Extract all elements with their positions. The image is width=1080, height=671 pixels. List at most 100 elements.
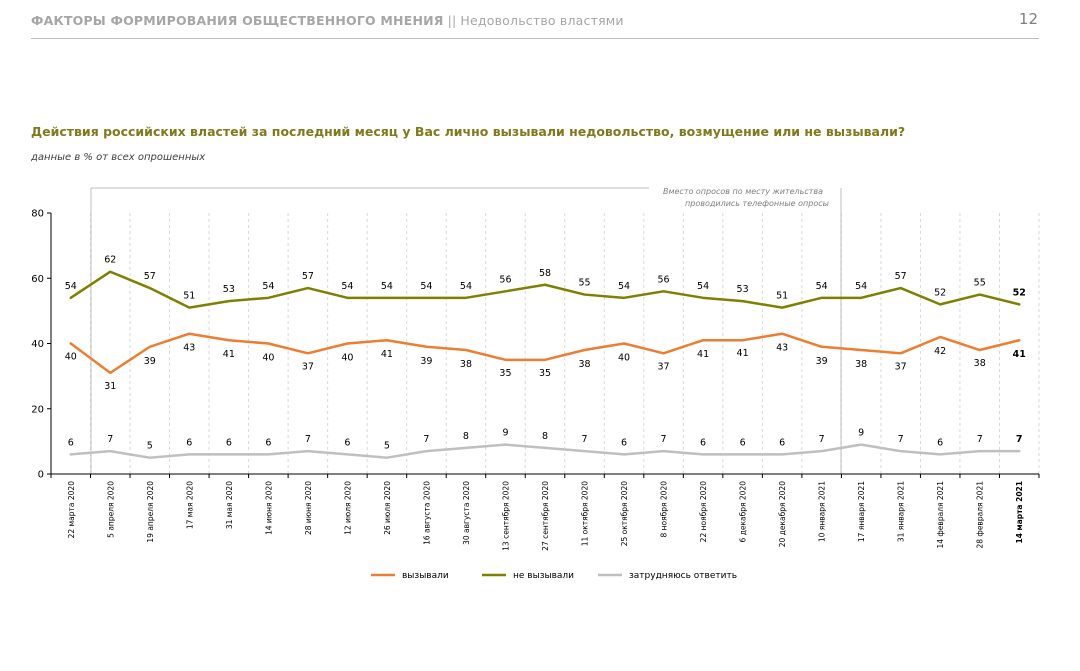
data-label-zatrudnyayus: 5 <box>147 441 153 452</box>
x-tick-label: 27 сентября 2020 <box>541 481 550 551</box>
y-tick-label: 0 <box>38 470 44 481</box>
data-label-zatrudnyayus: 8 <box>542 431 548 442</box>
data-label-ne-vyzyvali: 53 <box>737 284 749 295</box>
data-label-vyzyvali: 39 <box>420 356 432 367</box>
data-label-ne-vyzyvali: 54 <box>262 281 274 292</box>
data-label-ne-vyzyvali: 54 <box>341 281 353 292</box>
y-tick-label: 20 <box>31 404 44 415</box>
data-label-zatrudnyayus: 7 <box>1016 434 1023 445</box>
data-label-ne-vyzyvali: 54 <box>381 281 393 292</box>
data-label-vyzyvali: 43 <box>776 343 788 354</box>
question-title: Действия российских властей за последний… <box>31 124 906 139</box>
data-label-ne-vyzyvali: 57 <box>895 271 907 282</box>
x-tick-label: 13 сентября 2020 <box>501 481 510 551</box>
series-line-1 <box>69 332 1021 375</box>
data-label-ne-vyzyvali: 62 <box>104 255 116 266</box>
data-label-ne-vyzyvali: 54 <box>65 281 77 292</box>
data-label-zatrudnyayus: 7 <box>581 434 587 445</box>
page-header: ФАКТОРЫ ФОРМИРОВАНИЯ ОБЩЕСТВЕННОГО МНЕНИ… <box>31 13 624 28</box>
x-tick-label: 5 апреля 2020 <box>106 481 115 538</box>
page-number: 12 <box>1018 10 1038 28</box>
data-label-vyzyvali: 39 <box>144 356 156 367</box>
header-rule <box>31 38 1039 39</box>
data-label-vyzyvali: 35 <box>499 368 511 379</box>
data-label-zatrudnyayus: 8 <box>463 431 469 442</box>
data-label-ne-vyzyvali: 51 <box>776 291 788 302</box>
data-label-ne-vyzyvali: 55 <box>974 278 986 289</box>
x-tick-label: 19 апреля 2020 <box>146 481 155 543</box>
x-tick-label: 14 июня 2020 <box>264 481 273 535</box>
data-label-zatrudnyayus: 6 <box>937 437 943 448</box>
data-label-zatrudnyayus: 6 <box>779 437 785 448</box>
y-tick-label: 60 <box>31 274 44 285</box>
data-label-ne-vyzyvali: 54 <box>420 281 432 292</box>
data-label-zatrudnyayus: 7 <box>305 434 311 445</box>
data-label-vyzyvali: 41 <box>223 349 235 360</box>
x-tick-label: 31 января 2021 <box>897 481 906 542</box>
x-tick-label: 28 июня 2020 <box>304 481 313 535</box>
data-label-vyzyvali: 31 <box>104 381 116 392</box>
data-label-ne-vyzyvali: 54 <box>697 281 709 292</box>
data-label-vyzyvali: 40 <box>262 353 274 364</box>
data-label-zatrudnyayus: 6 <box>186 437 192 448</box>
data-label-vyzyvali: 38 <box>578 359 590 370</box>
data-label-vyzyvali: 40 <box>618 353 630 364</box>
x-tick-label: 30 августа 2020 <box>462 481 471 545</box>
data-note: данные в % от всех опрошенных <box>31 152 206 163</box>
data-label-zatrudnyayus: 7 <box>977 434 983 445</box>
data-label-zatrudnyayus: 7 <box>819 434 825 445</box>
data-label-ne-vyzyvali: 52 <box>934 287 946 298</box>
data-label-vyzyvali: 39 <box>816 356 828 367</box>
legend-label-2: не вызывали <box>513 571 574 581</box>
data-label-zatrudnyayus: 9 <box>858 428 864 439</box>
data-label-vyzyvali: 42 <box>934 346 946 357</box>
x-tick-label: 31 мая 2020 <box>225 481 234 529</box>
y-tick-label: 40 <box>31 339 44 350</box>
data-label-vyzyvali: 41 <box>381 349 393 360</box>
x-tick-label: 10 января 2021 <box>818 481 827 542</box>
legend-label-3: затрудняюсь ответить <box>629 571 737 581</box>
data-label-vyzyvali: 41 <box>697 349 709 360</box>
data-label-ne-vyzyvali: 52 <box>1013 287 1026 298</box>
data-label-zatrudnyayus: 7 <box>661 434 667 445</box>
data-label-vyzyvali: 37 <box>895 361 907 372</box>
data-label-zatrudnyayus: 5 <box>384 441 390 452</box>
x-tick-label: 26 июля 2020 <box>383 481 392 535</box>
x-tick-label: 17 мая 2020 <box>185 481 194 529</box>
x-tick-label: 8 ноября 2020 <box>660 481 669 538</box>
data-label-zatrudnyayus: 6 <box>68 437 74 448</box>
topic-title: Недовольство властями <box>460 13 624 28</box>
data-label-ne-vyzyvali: 54 <box>816 281 828 292</box>
data-label-zatrudnyayus: 6 <box>344 437 350 448</box>
data-label-vyzyvali: 40 <box>65 352 77 363</box>
series-line-2 <box>69 270 1021 309</box>
data-label-ne-vyzyvali: 54 <box>855 281 867 292</box>
legend-label-1: вызывали <box>402 571 449 581</box>
data-label-ne-vyzyvali: 56 <box>499 274 511 285</box>
x-tick-label: 22 ноября 2020 <box>699 481 708 543</box>
data-label-zatrudnyayus: 6 <box>226 437 232 448</box>
data-label-ne-vyzyvali: 56 <box>658 274 670 285</box>
x-tick-label: 6 декабря 2020 <box>739 481 748 543</box>
data-label-ne-vyzyvali: 53 <box>223 284 235 295</box>
data-label-vyzyvali: 37 <box>302 361 314 372</box>
x-tick-label: 12 июля 2020 <box>343 481 352 535</box>
x-tick-label: 14 февраля 2021 <box>936 481 945 549</box>
data-label-vyzyvali: 38 <box>460 359 472 370</box>
x-tick-label: 28 февраля 2021 <box>976 481 985 549</box>
data-label-zatrudnyayus: 7 <box>423 434 429 445</box>
data-label-vyzyvali: 41 <box>737 348 749 359</box>
header-separator: || <box>447 13 457 28</box>
series-line-3 <box>69 443 1021 459</box>
data-label-ne-vyzyvali: 58 <box>539 268 551 279</box>
data-label-ne-vyzyvali: 51 <box>183 291 195 302</box>
data-label-ne-vyzyvali: 57 <box>302 271 314 282</box>
data-label-ne-vyzyvali: 54 <box>618 281 630 292</box>
x-tick-label: 20 декабря 2020 <box>778 481 787 547</box>
data-label-vyzyvali: 37 <box>658 361 670 372</box>
data-label-ne-vyzyvali: 55 <box>578 278 590 289</box>
data-label-vyzyvali: 38 <box>855 359 867 370</box>
data-label-zatrudnyayus: 6 <box>740 437 746 448</box>
x-tick-label: 22 марта 2020 <box>67 481 76 539</box>
